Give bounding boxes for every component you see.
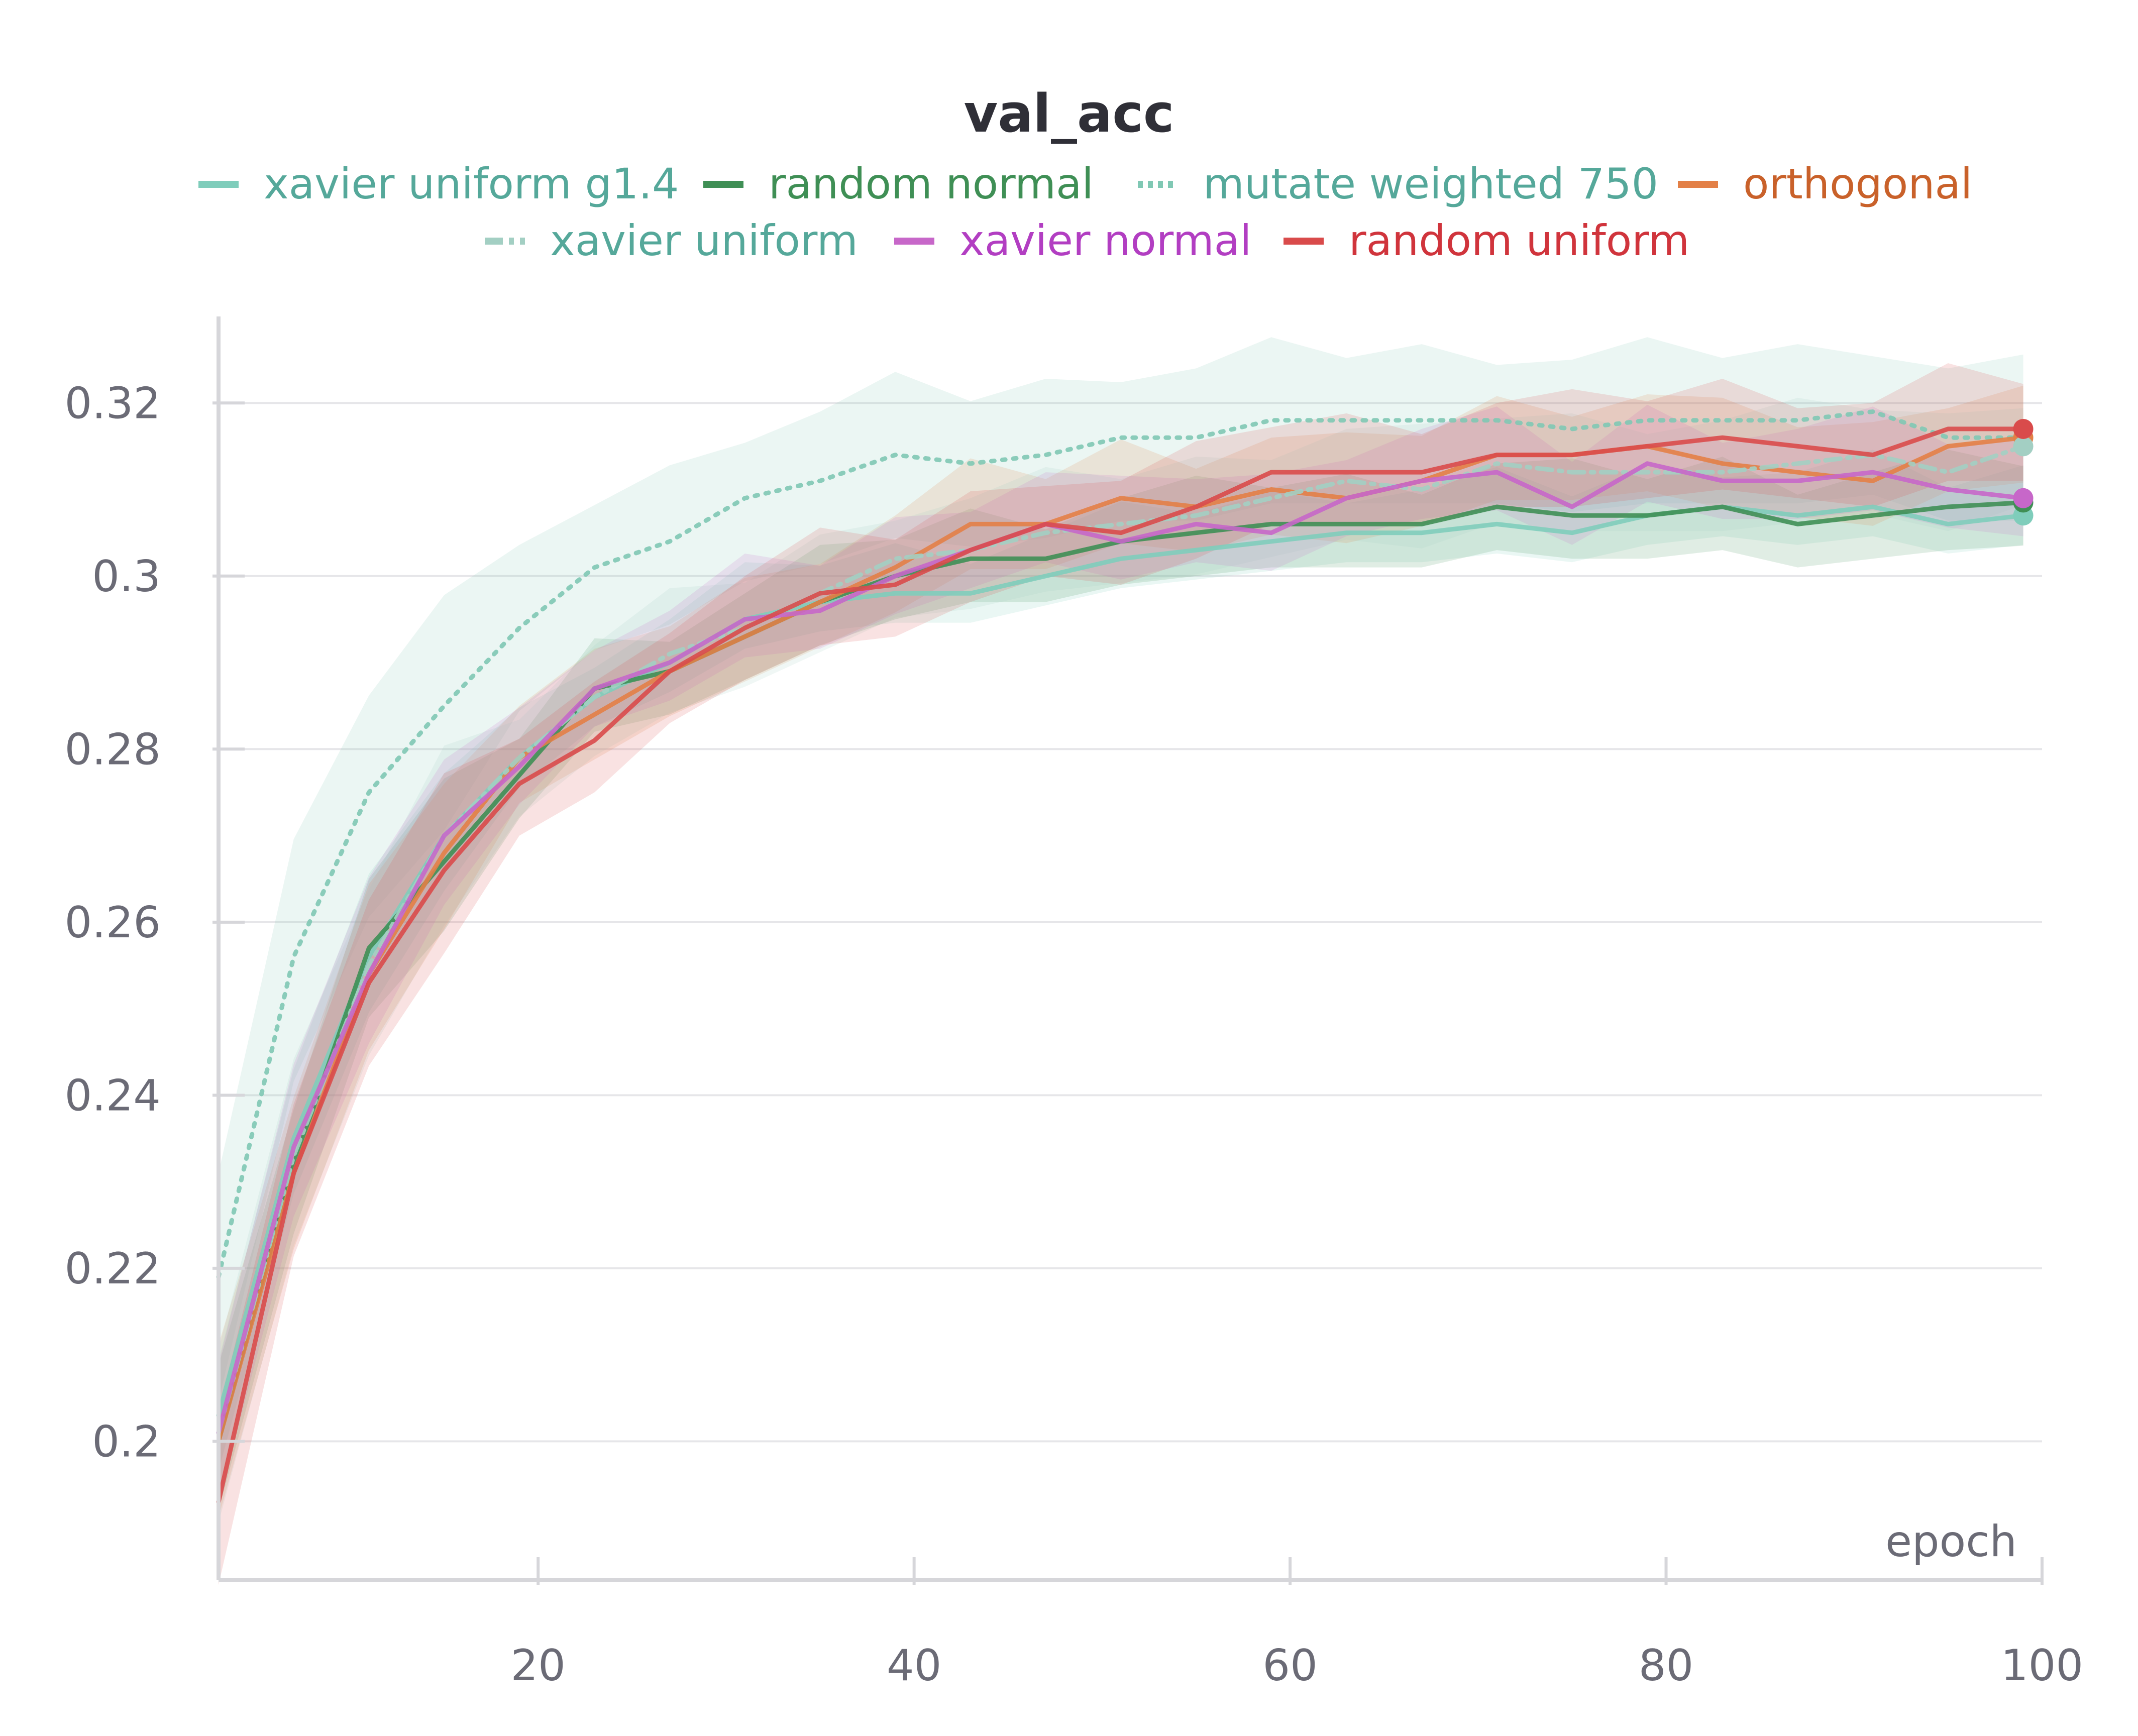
series-lines — [216, 409, 2026, 1504]
x-tick-label: 20 — [510, 1641, 565, 1691]
series-band — [219, 404, 2023, 1502]
series-end-point — [2013, 488, 2034, 508]
chart-title: val_acc — [964, 83, 1174, 144]
x-tick-label: 100 — [2001, 1641, 2083, 1691]
series-line — [216, 409, 2026, 1279]
y-tick-label: 0.28 — [65, 724, 161, 775]
legend-label: random uniform — [1349, 216, 1689, 265]
y-tick-label: 0.22 — [65, 1244, 161, 1294]
series-end-point — [2013, 436, 2034, 457]
x-axis-label: epoch — [1885, 1516, 2017, 1567]
series-end-point — [2013, 418, 2034, 439]
legend-label: mutate weighted 750 — [1203, 159, 1658, 208]
y-tick-label: 0.3 — [92, 552, 161, 602]
legend-label: xavier uniform g1.4 — [264, 159, 679, 208]
series-band — [219, 337, 2023, 1402]
axes: 0.2 0.22 0.24 0.26 0.28 0.3 0.32 20 40 60 80 100 — [65, 316, 2083, 1691]
y-tick-label: 0.24 — [65, 1070, 161, 1121]
legend-label: random normal — [769, 159, 1094, 208]
y-tick-label: 0.2 — [92, 1417, 161, 1467]
y-tick-label: 0.32 — [65, 378, 161, 428]
x-tick-label: 80 — [1639, 1641, 1693, 1691]
series-band — [219, 450, 2023, 1511]
legend-label: orthogonal — [1743, 159, 1972, 208]
series-line — [216, 461, 2026, 1435]
end-points — [2013, 418, 2034, 526]
y-tick-label: 0.26 — [65, 898, 161, 948]
x-tick-label: 60 — [1262, 1641, 1317, 1691]
x-tick-label: 40 — [887, 1641, 941, 1691]
series-line — [216, 444, 2026, 1435]
series-band — [219, 397, 2023, 1523]
series-band — [219, 363, 2023, 1585]
legend: xavier uniform g1.4 random normal mutate w… — [198, 159, 1972, 265]
grid — [219, 402, 2042, 1443]
legend-label: xavier uniform — [550, 216, 858, 265]
legend-label: xavier normal — [959, 216, 1251, 265]
series-line — [216, 426, 2026, 1504]
